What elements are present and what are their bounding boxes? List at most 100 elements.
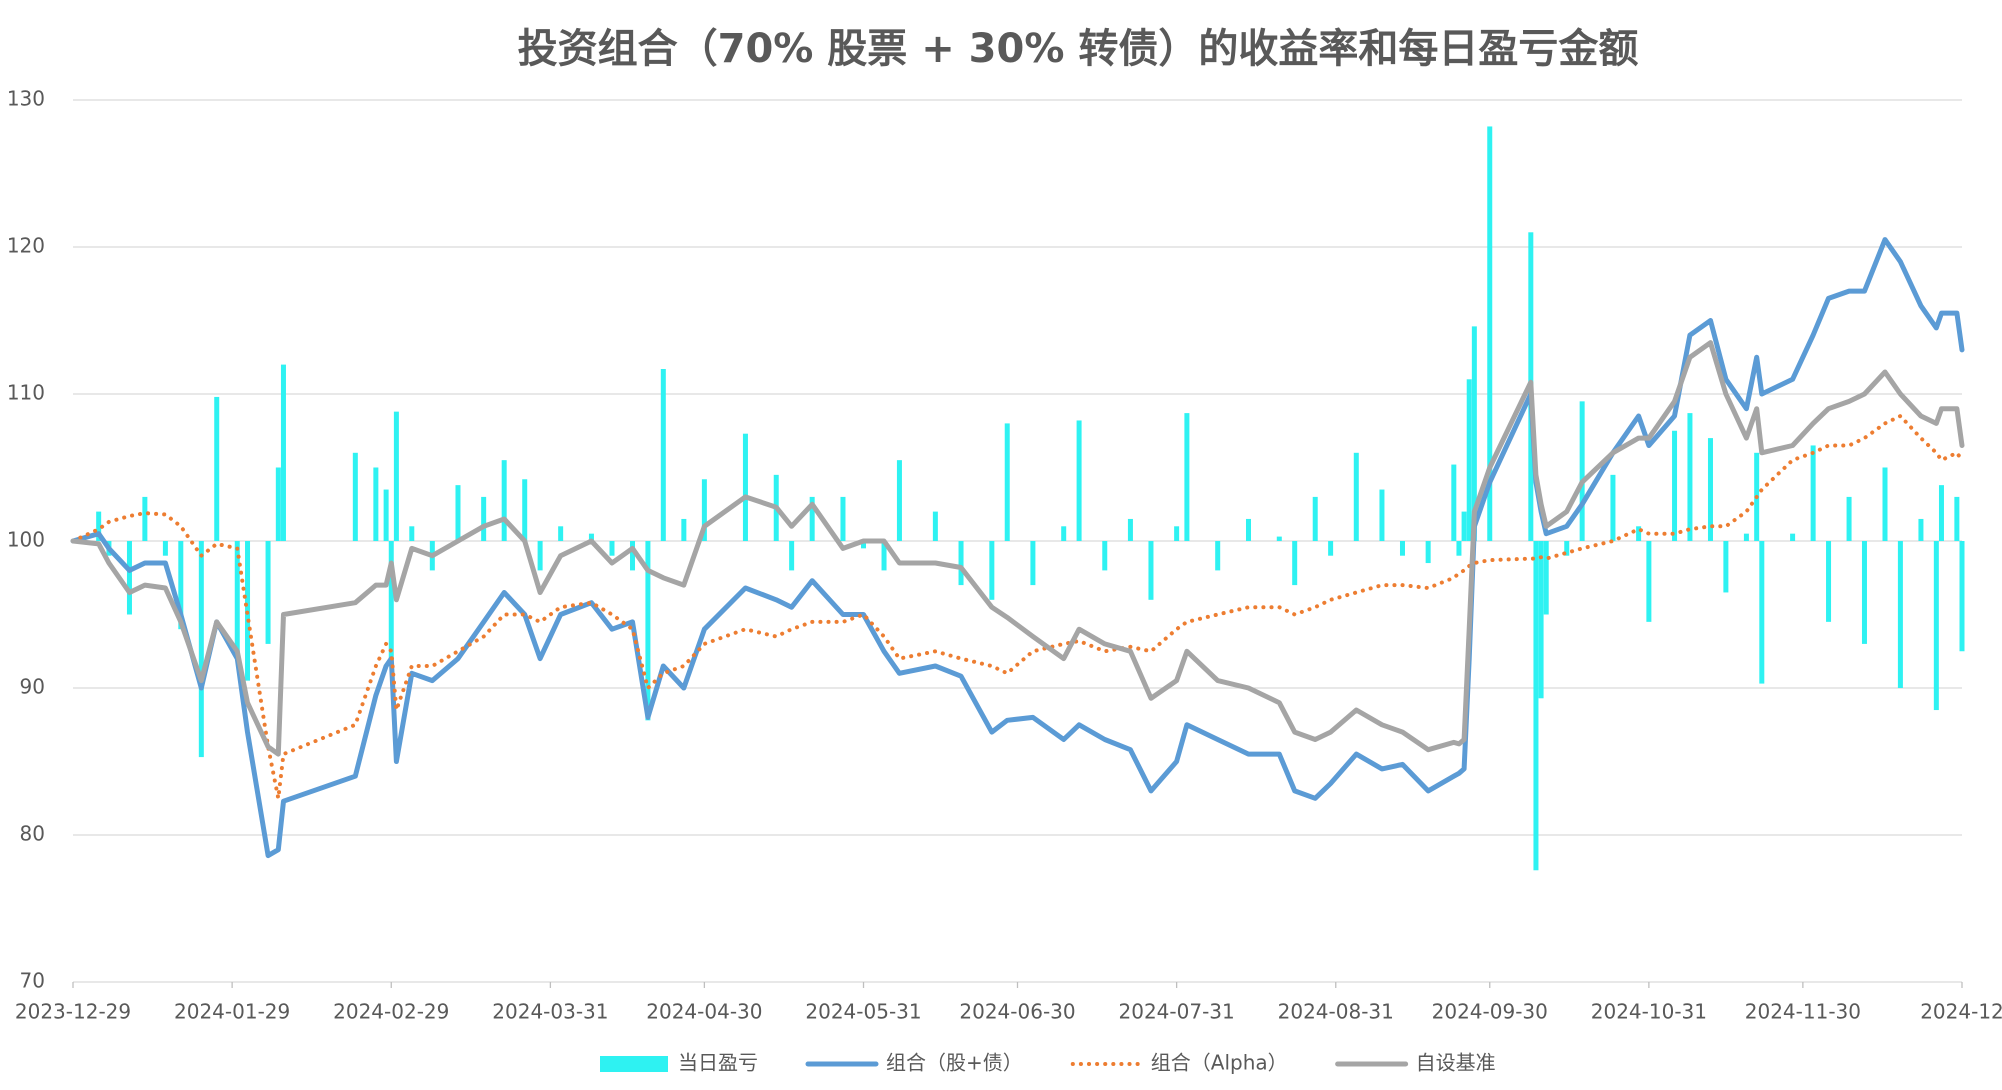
y-tick-label: 120 (7, 234, 45, 258)
bar (1636, 526, 1642, 541)
bar (681, 518, 687, 541)
bar (383, 489, 389, 541)
bar (1533, 541, 1539, 871)
bar (588, 533, 594, 541)
bar (1790, 533, 1796, 541)
bar (742, 433, 748, 541)
bar (1882, 467, 1888, 541)
bar (1610, 474, 1616, 541)
bar (142, 496, 148, 541)
bar (1328, 541, 1334, 556)
bar (1672, 430, 1678, 541)
x-tick-label: 2024-11-30 (1745, 1000, 1861, 1024)
legend-swatch (600, 1056, 668, 1072)
bar (1897, 541, 1903, 688)
bar (1861, 541, 1867, 644)
bar (660, 369, 666, 541)
y-tick-label: 110 (7, 381, 45, 405)
bar (162, 541, 168, 556)
bar (1759, 541, 1765, 684)
bar (809, 496, 815, 541)
bar (178, 541, 184, 630)
x-tick-label: 2024-06-30 (959, 1000, 1075, 1024)
x-tick-label: 2024-01-29 (174, 1000, 290, 1024)
bar (1826, 541, 1832, 622)
bar (645, 541, 651, 721)
bar (1030, 541, 1036, 586)
bar (840, 496, 846, 541)
line (70, 237, 1965, 859)
bar (96, 511, 102, 541)
bar (1076, 420, 1082, 541)
bar (373, 467, 379, 541)
bar (1292, 541, 1298, 586)
bar (932, 511, 938, 541)
bar (1456, 541, 1462, 556)
bar (630, 541, 636, 571)
bar (1646, 541, 1652, 622)
bar (1004, 423, 1010, 541)
bar (1918, 518, 1924, 541)
bar (1707, 438, 1713, 541)
line (70, 340, 1965, 757)
x-tick-label: 2024-02-29 (333, 1000, 449, 1024)
x-tick-label: 2024-10-31 (1591, 1000, 1707, 1024)
bar (958, 541, 964, 586)
bar (1723, 541, 1729, 593)
bar (1743, 533, 1749, 541)
bar (1687, 413, 1693, 541)
bar (481, 496, 487, 541)
bar (1399, 541, 1405, 556)
bar (789, 541, 795, 571)
x-tick-label: 2024-03-31 (492, 1000, 608, 1024)
bar (701, 479, 707, 541)
bar (522, 479, 528, 541)
bar (1061, 526, 1067, 541)
bar (1564, 541, 1570, 556)
bar (1245, 518, 1251, 541)
bar (1379, 489, 1385, 541)
bar (1810, 445, 1816, 541)
bar (214, 396, 220, 541)
bar (455, 485, 461, 541)
bar (896, 460, 902, 541)
bar (881, 541, 887, 571)
chart-title: 投资组合（70% 股票 + 30% 转债）的收益率和每日盈亏金额 (518, 26, 1639, 72)
bar (280, 364, 286, 541)
x-tick-label: 2024-08-31 (1278, 1000, 1394, 1024)
legend-label: 组合（Alpha） (1151, 1051, 1288, 1075)
y-tick-label: 90 (20, 675, 45, 699)
x-tick-label: 2024-04-30 (646, 1000, 762, 1024)
bar (537, 541, 543, 571)
x-tick-label: 2024-09-30 (1432, 1000, 1548, 1024)
legend-label: 当日盈亏 (678, 1051, 758, 1075)
bar (1933, 541, 1939, 711)
bar (1846, 496, 1852, 541)
bar (1954, 496, 1960, 541)
x-tick-label: 2023-12-29 (15, 1000, 131, 1024)
x-tick-label: 2024-05-31 (805, 1000, 921, 1024)
bar (275, 467, 281, 541)
bar (1425, 541, 1431, 564)
bar (1538, 541, 1544, 699)
legend-label: 自设基准 (1416, 1051, 1496, 1075)
x-tick-label: 2024-07-31 (1119, 1000, 1235, 1024)
bar (393, 411, 399, 541)
bar (1466, 379, 1472, 541)
bar (501, 460, 507, 541)
bar (1938, 485, 1944, 541)
bar (265, 541, 271, 644)
bar (1451, 464, 1457, 541)
legend: 当日盈亏 组合（股+债） 组合（Alpha） 自设基准 (600, 1051, 1496, 1075)
bar (1543, 541, 1549, 615)
bar (1276, 536, 1282, 541)
bar (234, 541, 240, 659)
bar (609, 541, 615, 556)
bar (989, 541, 995, 600)
bar (1461, 511, 1467, 541)
bar (1127, 518, 1133, 541)
bar (126, 541, 132, 615)
bar (1471, 326, 1477, 541)
